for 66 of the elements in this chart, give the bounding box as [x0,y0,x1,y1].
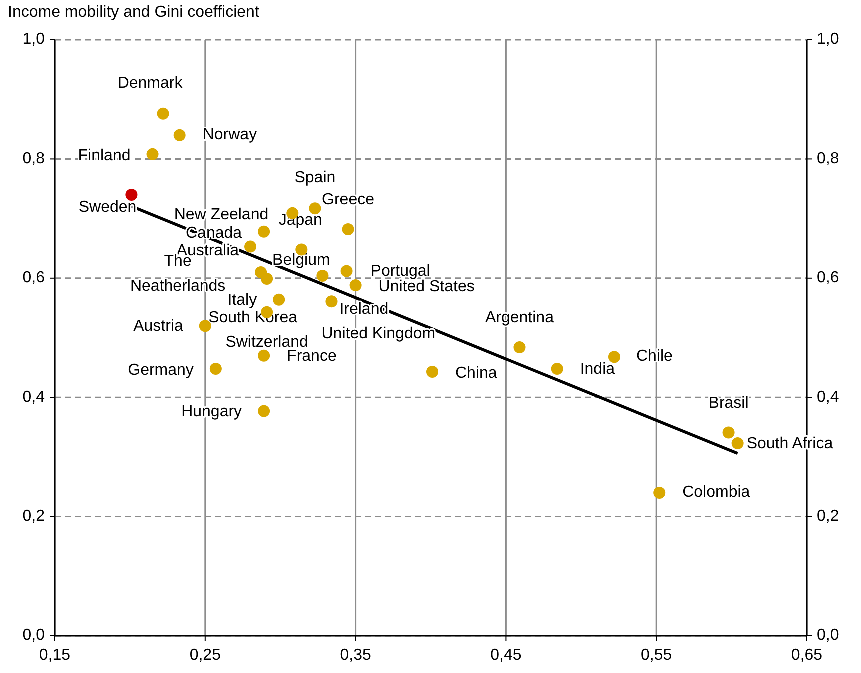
annotation: Chile [636,348,674,366]
point [273,294,286,306]
y2-tick-label: 0,0 [817,627,840,644]
point [316,270,329,282]
annotation: Austria [134,318,184,336]
point [732,437,744,450]
chart-title: Income mobility and Gini coefficient [8,4,260,21]
y-tick-label: 0,8 [22,150,46,168]
point [340,265,353,278]
y-tick-label: 0,6 [22,270,46,287]
point [258,405,270,418]
x-tick-label: 0,25 [190,647,222,664]
point [654,486,666,499]
y2-tick-label: 0,4 [817,388,840,406]
point [350,280,362,292]
annotation: Japan [278,212,322,230]
annotation: Portugal [370,263,430,280]
point [210,362,222,375]
point [426,366,439,378]
annotation: Argentina [485,310,554,327]
point [551,362,564,375]
point [199,320,212,332]
point [326,296,338,308]
x-tick-label: 0,55 [641,647,672,664]
annotation: Finland [78,148,131,165]
y-tick-label: 0,2 [22,508,46,526]
annotation: China [456,365,498,382]
annotation: Colombia [682,484,750,502]
y2-tick-label: 0,8 [817,150,840,168]
y-tick-label: 1,0 [22,31,46,48]
y-tick-label: 0,0 [22,627,46,644]
point [258,226,270,238]
annotation: Belgium [272,252,330,270]
point [722,426,735,439]
y2-tick-label: 0,2 [817,508,840,526]
point [261,272,274,285]
x-tick-label: 0,65 [791,647,823,664]
x-tick-label: 0,45 [490,647,522,664]
point [146,148,159,160]
annotation: New Zeeland [174,206,269,224]
x-tick-label: 0,15 [39,647,71,664]
annotation: United States [378,278,475,296]
point [309,202,322,215]
y2-tick-label: 1,0 [817,31,840,48]
point [157,108,170,120]
point [244,240,257,253]
annotation: Denmark [118,75,184,92]
annotation: Brasil [708,394,749,412]
annotation: Greece [322,192,375,209]
annotation: Norway [202,126,258,144]
annotation: Germany [128,362,194,380]
point [126,188,138,201]
annotation: Spain [294,170,336,187]
annotation: Sweden [78,199,137,216]
point [514,342,526,354]
y-tick-label: 0,4 [22,388,46,406]
point [608,351,620,364]
annotation: United Kingdom [322,326,436,343]
point [258,350,270,362]
annotation: India [580,361,616,378]
annotation: Hungary [182,404,242,421]
y2-tick-label: 0,6 [817,270,840,287]
point [174,129,186,142]
annotation: Italy [228,292,258,310]
point [342,224,354,236]
x-tick-label: 0,35 [340,647,372,664]
